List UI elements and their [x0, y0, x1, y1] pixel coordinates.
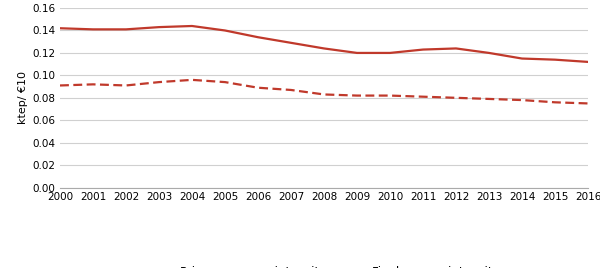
Final energy intensity — [551, 101, 559, 104]
Final energy intensity — [452, 96, 460, 99]
Line: Final energy intensity: Final energy intensity — [60, 80, 588, 103]
Primary energy intensity — [56, 27, 64, 30]
Final energy intensity — [56, 84, 64, 87]
Final energy intensity — [584, 102, 592, 105]
Primary energy intensity — [320, 47, 328, 50]
Final energy intensity — [221, 80, 229, 84]
Primary energy intensity — [584, 60, 592, 64]
Primary energy intensity — [386, 51, 394, 55]
Final energy intensity — [287, 88, 295, 92]
Primary energy intensity — [551, 58, 559, 61]
Final energy intensity — [485, 97, 493, 100]
Final energy intensity — [188, 78, 196, 81]
Primary energy intensity — [452, 47, 460, 50]
Y-axis label: ktep/ €10: ktep/ €10 — [18, 71, 28, 124]
Primary energy intensity — [287, 41, 295, 44]
Final energy intensity — [419, 95, 427, 98]
Primary energy intensity — [353, 51, 361, 55]
Primary energy intensity — [419, 48, 427, 51]
Primary energy intensity — [518, 57, 526, 60]
Final energy intensity — [155, 80, 163, 84]
Primary energy intensity — [155, 25, 163, 29]
Line: Primary energy intensity: Primary energy intensity — [60, 26, 588, 62]
Primary energy intensity — [485, 51, 493, 55]
Legend: Primary energy intensity, Final energy intensity: Primary energy intensity, Final energy i… — [143, 262, 505, 268]
Final energy intensity — [518, 98, 526, 102]
Primary energy intensity — [89, 28, 97, 31]
Final energy intensity — [386, 94, 394, 97]
Primary energy intensity — [122, 28, 130, 31]
Primary energy intensity — [254, 36, 262, 39]
Final energy intensity — [353, 94, 361, 97]
Final energy intensity — [89, 83, 97, 86]
Primary energy intensity — [188, 24, 196, 28]
Final energy intensity — [320, 93, 328, 96]
Final energy intensity — [254, 86, 262, 89]
Primary energy intensity — [221, 29, 229, 32]
Final energy intensity — [122, 84, 130, 87]
